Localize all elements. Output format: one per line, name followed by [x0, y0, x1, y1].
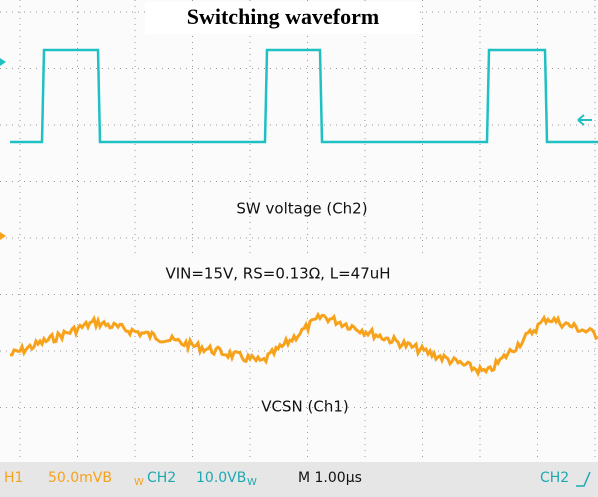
ch2-scale: 10.0VB [196, 470, 246, 486]
ch2-name: CH2 [147, 470, 176, 486]
ch2-bw: W [247, 477, 257, 488]
title: Switching waveform [187, 4, 379, 29]
ch1-bw: W [134, 477, 144, 488]
ch1-name: H1 [4, 470, 23, 486]
params-label: VIN=15V, RS=0.13Ω, L=47uH [165, 265, 390, 283]
scope-screen: Switching waveform SW voltage (Ch2) VIN=… [0, 0, 598, 497]
timebase: M 1.00µs [298, 470, 362, 486]
vcsn-label: VCSN (Ch1) [261, 398, 348, 416]
background [0, 0, 598, 497]
ch1-scale: 50.0mVB [48, 470, 112, 486]
trigger-source: CH2 [540, 470, 569, 486]
sw-label: SW voltage (Ch2) [236, 200, 367, 218]
